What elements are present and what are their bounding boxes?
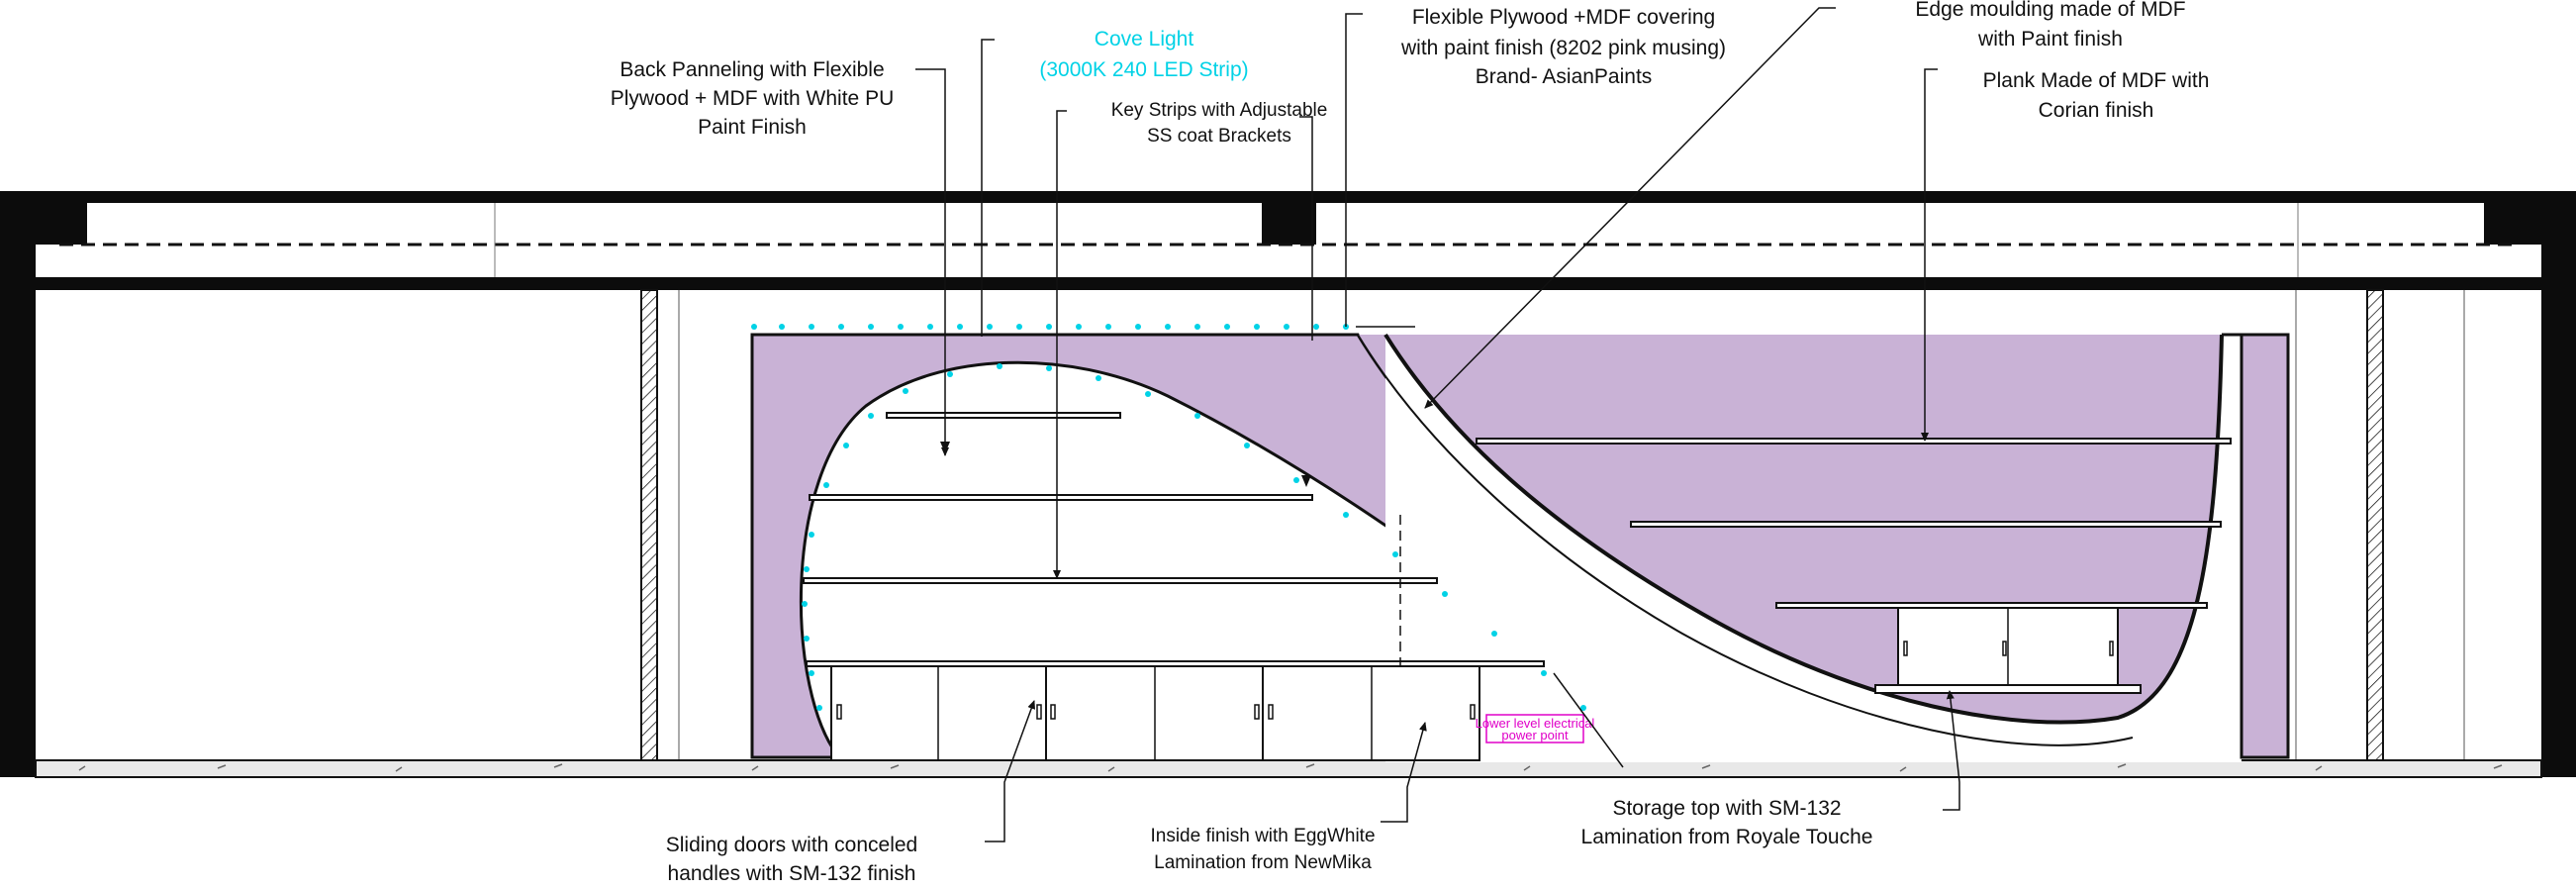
side-walls (0, 191, 2576, 777)
key-strips-line-1: Key Strips with Adjustable (1111, 100, 1328, 121)
cove-light-line-1: Cove Light (1095, 28, 1194, 50)
storage-top-line-2: Lamination from Royale Touche (1581, 826, 1873, 848)
right-storage-unit (1874, 607, 2142, 694)
annotation-flexible-plywood: Flexible Plywood +MDF covering with pain… (1400, 6, 1726, 88)
back-panel-line-1: Back Panneling with Flexible (620, 58, 884, 81)
annotation-back-panel: Back Panneling with Flexible Plywood + M… (611, 58, 895, 139)
annotation-key-strips: Key Strips with Adjustable SS coat Brack… (1111, 100, 1328, 147)
key-strips-line-2: SS coat Brackets (1147, 126, 1291, 147)
electrical-point-line-1: Lower level electrical (1476, 716, 1595, 731)
inside-finish-line-1: Inside finish with EggWhite (1150, 826, 1375, 846)
floor-strip (35, 759, 2542, 778)
annotation-storage-top: Storage top with SM-132 Lamination from … (1581, 797, 1873, 848)
plank-line-1: Plank Made of MDF with (1983, 69, 2210, 92)
back-panel-line-3: Paint Finish (698, 116, 807, 139)
cove-led-strip (751, 324, 1586, 711)
edge-moulding-line-2: with Paint finish (1977, 28, 2123, 50)
annotation-inside-finish: Inside finish with EggWhite Lamination f… (1150, 826, 1375, 873)
inside-finish-line-2: Lamination from NewMika (1154, 852, 1372, 873)
flexible-plywood-line-1: Flexible Plywood +MDF covering (1412, 6, 1715, 29)
plank-line-2: Corian finish (2039, 99, 2154, 122)
annotation-edge-moulding: Edge moulding made of MDF with Paint fin… (1915, 0, 2185, 50)
ceiling (0, 191, 2576, 290)
storage-top-line-1: Storage top with SM-132 (1612, 797, 1841, 820)
shelf-arrows (940, 442, 1311, 487)
annotation-plank: Plank Made of MDF with Corian finish (1983, 69, 2210, 122)
electrical-point: Lower level electrical power point (1476, 714, 1595, 743)
cove-light-line-2: (3000K 240 LED Strip) (1039, 58, 1248, 81)
electrical-point-line-2: power point (1501, 728, 1569, 742)
annotation-sliding-doors: Sliding doors with conceled handles with… (666, 834, 917, 885)
sliding-doors-line-2: handles with SM-132 finish (668, 862, 916, 885)
flexible-plywood-line-3: Brand- AsianPaints (1476, 65, 1653, 88)
annotation-cove-light: Cove Light (3000K 240 LED Strip) (1039, 28, 1248, 81)
lower-cabinet (830, 515, 1480, 761)
sliding-doors-line-1: Sliding doors with conceled (666, 834, 917, 856)
leader-lines (915, 7, 1960, 842)
back-panel-line-2: Plywood + MDF with White PU (611, 87, 895, 110)
left-shelves (803, 412, 1545, 667)
right-shelves (1476, 438, 2232, 609)
edge-moulding-line-1: Edge moulding made of MDF (1915, 0, 2185, 21)
flexible-plywood-line-2: with paint finish (8202 pink musing) (1400, 37, 1726, 59)
